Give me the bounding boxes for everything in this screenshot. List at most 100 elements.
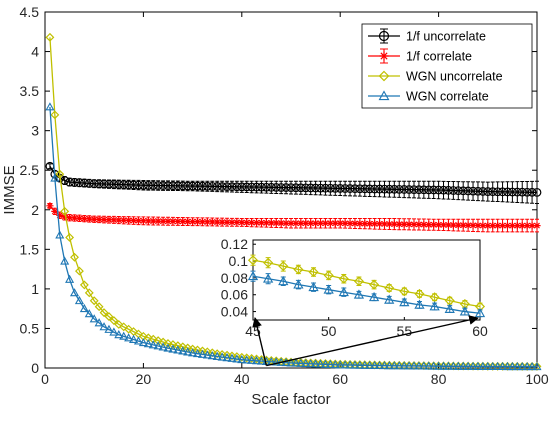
- data-point: [458, 361, 468, 370]
- data-point: [61, 213, 69, 221]
- data-point: [365, 184, 375, 194]
- data-point: [429, 185, 439, 195]
- data-point: [394, 184, 404, 194]
- data-point: [361, 220, 369, 228]
- data-point: [512, 361, 522, 371]
- data-point: [502, 361, 513, 371]
- data-point: [134, 217, 143, 225]
- error-bar: [313, 180, 318, 196]
- data-point: [148, 340, 158, 349]
- error-bar: [166, 180, 170, 191]
- data-point: [222, 353, 232, 362]
- x-tick-label: 80: [431, 371, 447, 387]
- data-point: [385, 184, 394, 194]
- data-point: [66, 214, 74, 222]
- data-point: [203, 218, 211, 226]
- data-point: [415, 220, 423, 229]
- data-point: [173, 345, 183, 354]
- data-point: [449, 221, 457, 229]
- data-point: [463, 361, 473, 370]
- error-bar: [441, 180, 446, 200]
- data-point: [498, 187, 507, 197]
- data-point: [351, 219, 359, 228]
- error-bar: [377, 180, 382, 198]
- data-point: [345, 360, 355, 369]
- data-point: [262, 219, 270, 227]
- data-point: [247, 355, 257, 364]
- error-bar: [392, 180, 397, 198]
- error-bar: [352, 180, 357, 197]
- data-point: [389, 361, 399, 370]
- inset-data-point: [247, 255, 259, 266]
- x-tick-label: 20: [136, 371, 152, 387]
- data-point: [183, 347, 193, 356]
- data-point: [434, 361, 444, 370]
- data-point: [282, 219, 290, 227]
- y-tick-label: 2.5: [20, 162, 40, 178]
- data-point: [184, 217, 192, 226]
- data-point: [212, 182, 222, 191]
- legend-marker: [379, 51, 389, 61]
- error-bar: [308, 180, 313, 196]
- data-point: [232, 182, 242, 192]
- data-point: [163, 181, 173, 191]
- error-bar: [328, 180, 333, 196]
- data-point: [307, 219, 315, 227]
- error-bar: [402, 180, 407, 199]
- data-point: [79, 280, 89, 290]
- data-point: [109, 327, 119, 336]
- data-point: [173, 341, 183, 351]
- data-point: [208, 218, 216, 226]
- inset-data-point: [247, 270, 259, 281]
- data-point: [100, 215, 108, 224]
- data-point: [434, 185, 444, 195]
- data-point: [488, 361, 498, 371]
- inset-x-tick-label: 50: [321, 323, 337, 339]
- data-point: [286, 183, 296, 193]
- data-point: [532, 362, 542, 371]
- data-point: [104, 324, 114, 333]
- data-point: [385, 220, 393, 228]
- error-bar: [490, 181, 495, 202]
- data-point: [453, 361, 463, 370]
- error-bar: [495, 181, 500, 203]
- inset-data-point: [414, 299, 425, 309]
- data-point: [252, 356, 262, 365]
- data-point: [238, 218, 246, 227]
- data-point: [60, 206, 70, 216]
- data-point: [365, 360, 375, 369]
- data-point: [70, 252, 79, 262]
- data-point: [316, 219, 325, 227]
- inset-data-point: [353, 276, 364, 287]
- data-point: [227, 353, 237, 362]
- y-axis-label: IMMSE: [1, 165, 18, 214]
- data-point: [414, 185, 424, 195]
- error-bar: [431, 180, 436, 200]
- data-point: [479, 221, 487, 230]
- data-point: [429, 361, 439, 370]
- data-point: [311, 359, 321, 368]
- y-tick-label: 3.5: [20, 83, 40, 99]
- error-bar: [333, 180, 338, 196]
- data-point: [518, 222, 526, 230]
- data-point: [271, 357, 281, 366]
- inset-y-tick-label: 0.08: [221, 270, 248, 286]
- data-point: [89, 179, 99, 189]
- data-point: [272, 219, 280, 227]
- data-point: [69, 288, 80, 297]
- inset-data-point: [293, 264, 304, 275]
- error-bar: [461, 181, 466, 201]
- data-point: [380, 184, 389, 194]
- data-point: [311, 183, 321, 193]
- data-point: [125, 216, 133, 224]
- data-point: [99, 308, 109, 318]
- data-point: [89, 314, 99, 323]
- inset-plot: 45 50 55 600.040.060.080.10.12: [221, 236, 488, 339]
- inset-data-point: [384, 294, 395, 304]
- inset-x-tick-label: 60: [472, 323, 488, 339]
- data-point: [168, 344, 178, 353]
- data-point: [489, 222, 497, 230]
- data-point: [183, 181, 193, 191]
- inset-data-point: [399, 296, 410, 307]
- error-bar: [446, 180, 451, 200]
